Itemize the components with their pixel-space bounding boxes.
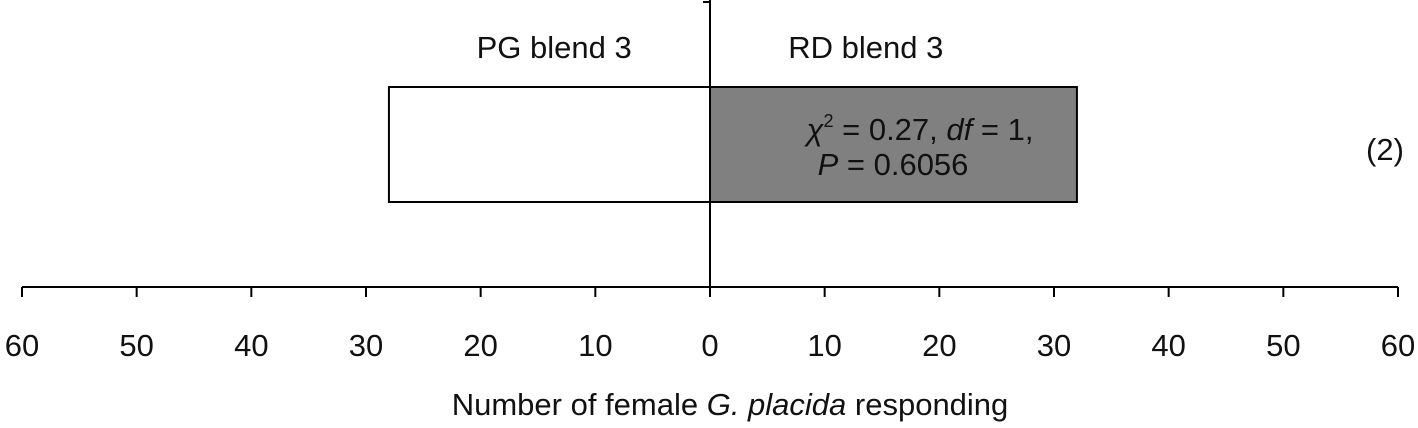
x-tick-label: 20 <box>463 328 497 363</box>
x-tick-label: 50 <box>119 328 153 363</box>
annotation-text: = 0.6056 <box>838 147 968 182</box>
annotation-text: χ <box>804 112 825 147</box>
x-tick-label: 10 <box>807 328 841 363</box>
annotation-text: = 1, <box>972 112 1033 147</box>
x-tick-label: 30 <box>1037 328 1071 363</box>
annotation: P = 0.6056 <box>818 147 969 182</box>
x-tick-label: 10 <box>578 328 612 363</box>
annotation-text: 2 <box>823 111 833 131</box>
annotation-text: P <box>818 147 839 182</box>
series-label: PG blend 3 <box>477 30 632 65</box>
category-label: (2) <box>1366 132 1404 167</box>
x-tick-label: 0 <box>701 328 718 363</box>
series-label: RD blend 3 <box>788 30 943 65</box>
x-axis-title-text: responding <box>846 387 1008 422</box>
x-tick-label: 50 <box>1266 328 1300 363</box>
x-tick-label: 60 <box>1381 328 1415 363</box>
bar <box>709 86 1078 203</box>
annotation: χ2 = 0.27, df = 1, <box>804 111 1034 147</box>
x-tick-label: 20 <box>922 328 956 363</box>
x-tick-label: 40 <box>1151 328 1185 363</box>
bar <box>387 86 711 203</box>
annotation-text: = 0.27, <box>834 112 947 147</box>
x-axis-title: Number of female G. placida responding <box>452 387 1009 422</box>
x-tick-label: 60 <box>5 328 39 363</box>
x-axis-title-text: Number of female <box>452 387 707 422</box>
x-axis-title-text: G. placida <box>707 387 847 422</box>
x-tick-label: 30 <box>349 328 383 363</box>
annotation-text: df <box>946 112 975 147</box>
x-tick-label: 40 <box>234 328 268 363</box>
